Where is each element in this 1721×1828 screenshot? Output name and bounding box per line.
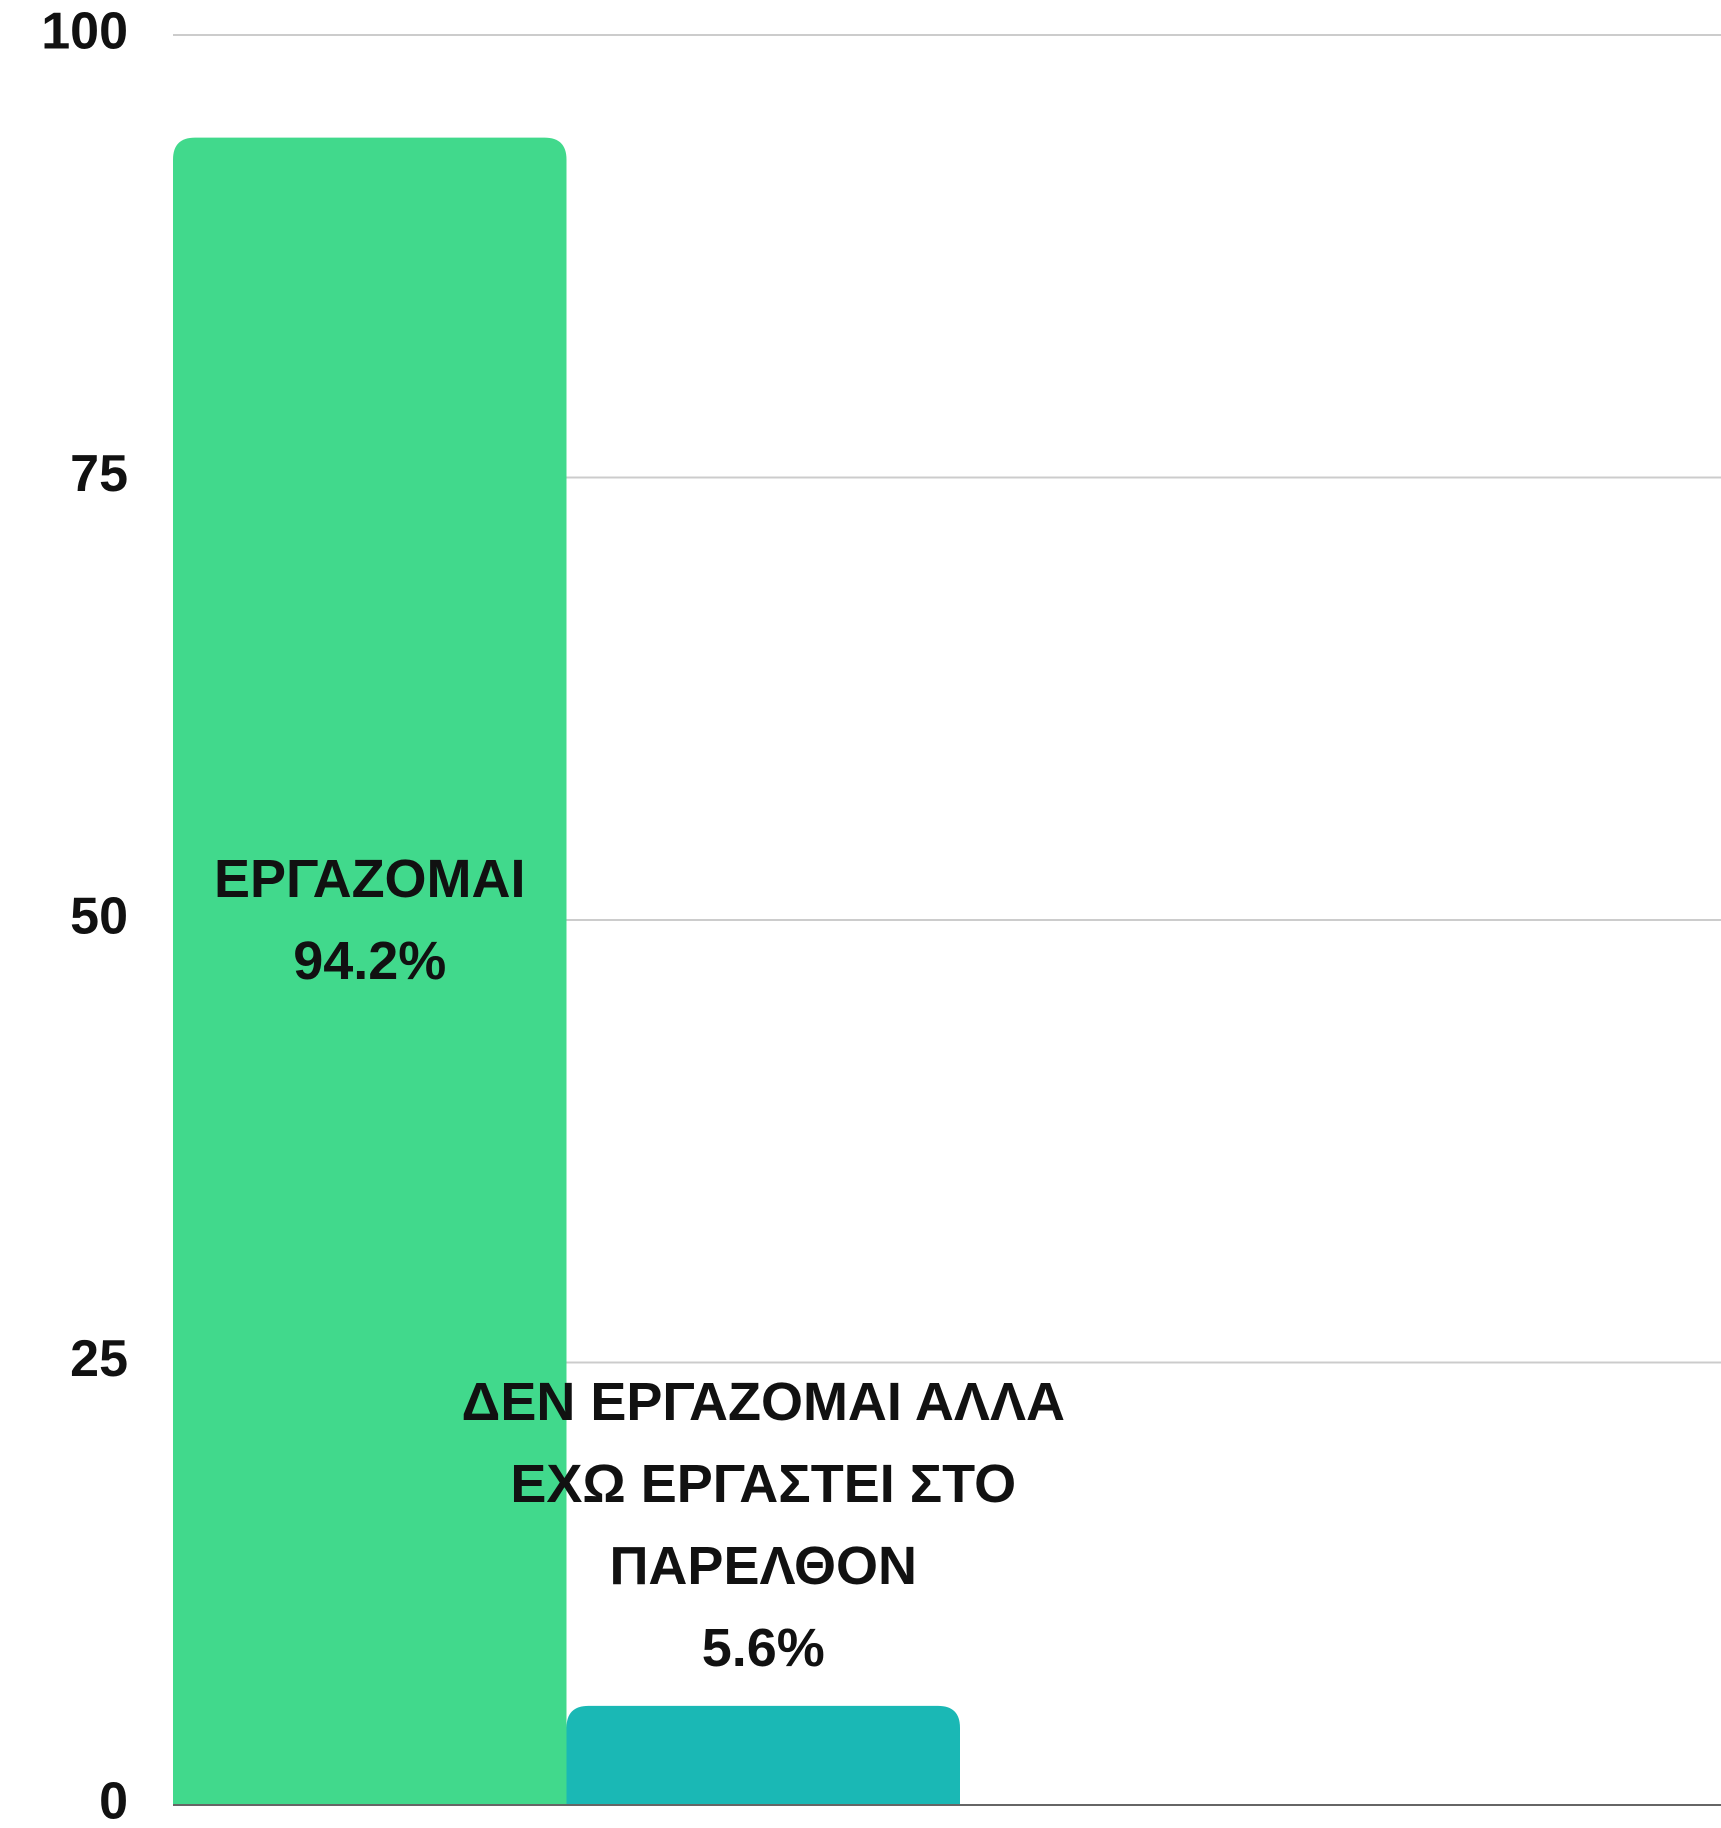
category-line: ΔΕΝ ΕΡΓΑΖΟΜΑΙ ΑΛΛΑ <box>462 1372 1065 1432</box>
category-line: ΕΧΩ ΕΡΓΑΣΤΕΙ ΣΤΟ <box>510 1454 1016 1514</box>
category-line: ΕΡΓΑΖΟΜΑΙ <box>214 849 526 909</box>
y-tick-label: 75 <box>70 445 128 503</box>
y-tick-label: 100 <box>41 3 128 61</box>
category-label: ΕΡΓΑΖΟΜΑΙ <box>214 849 526 909</box>
y-tick-label: 25 <box>70 1330 128 1388</box>
category-label: ΔΕΝ ΕΡΓΑΖΟΜΑΙ ΑΛΛΑ ΕΧΩ ΕΡΓΑΣΤΕΙ ΣΤΟ ΠΑΡΕΛΘ… <box>462 1372 1065 1596</box>
y-tick-label: 50 <box>70 888 128 946</box>
category-line: ΠΑΡΕΛΘΟΝ <box>609 1536 917 1596</box>
bar <box>566 1705 960 1805</box>
value-label: 5.6% <box>702 1618 825 1678</box>
y-tick-label: 0 <box>99 1773 128 1828</box>
value-label: 94.2% <box>293 931 446 991</box>
bar <box>173 137 567 1805</box>
